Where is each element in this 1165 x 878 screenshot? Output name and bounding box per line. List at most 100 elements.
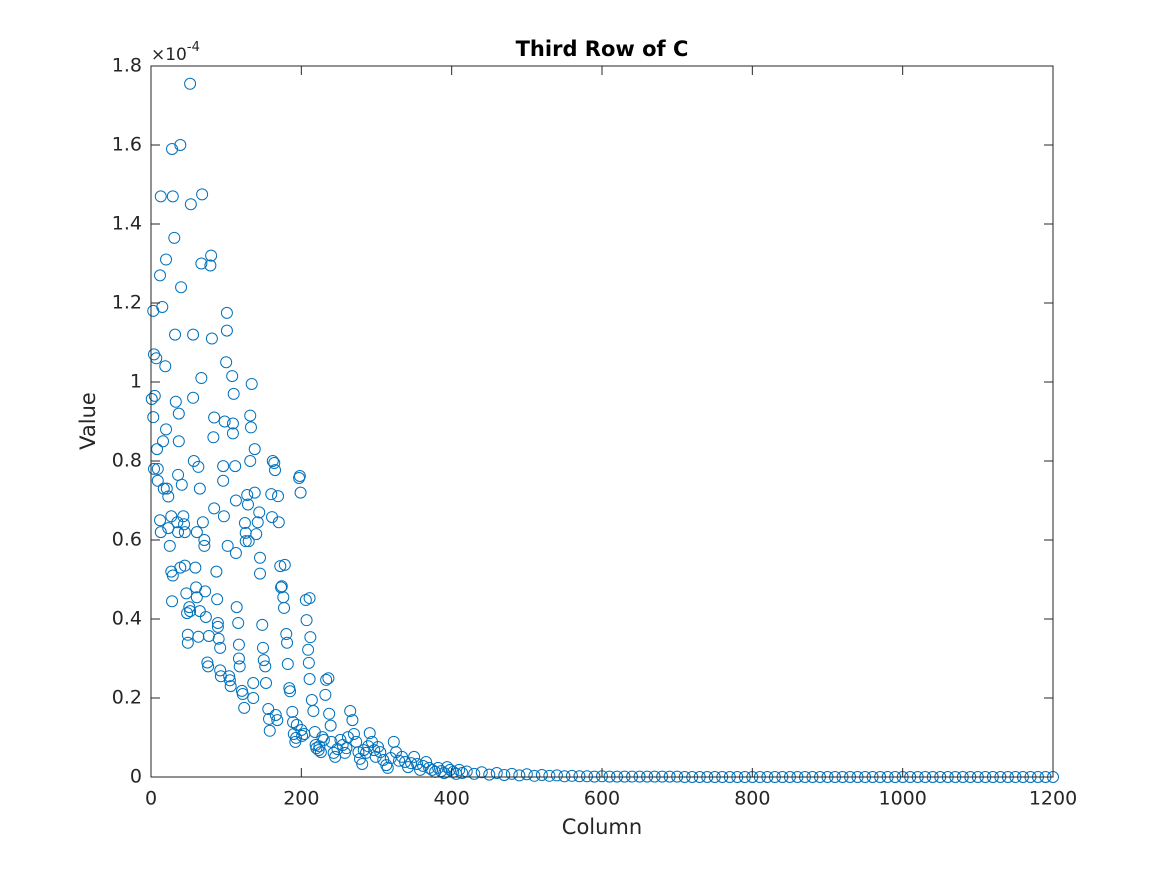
scatter-point bbox=[505, 767, 518, 780]
scatter-point bbox=[233, 660, 246, 673]
scatter-point bbox=[250, 528, 263, 541]
y-multiplier: ×10-4 bbox=[151, 40, 200, 66]
chart-title: Third Row of C bbox=[516, 37, 689, 61]
scatter-point bbox=[160, 253, 173, 266]
scatter-point bbox=[166, 569, 179, 582]
scatter-point bbox=[214, 641, 227, 654]
scatter-point bbox=[307, 705, 320, 718]
scatter-point bbox=[253, 506, 266, 519]
scatter-point bbox=[362, 740, 375, 753]
scatter-point bbox=[310, 742, 323, 755]
y-tick-label: 0.6 bbox=[112, 529, 142, 551]
scatter-point bbox=[220, 356, 233, 369]
scatter-point bbox=[411, 757, 424, 770]
x-axis-label: Column bbox=[562, 815, 642, 839]
scatter-point bbox=[175, 478, 188, 491]
scatter-point bbox=[414, 763, 427, 776]
scatter-point bbox=[402, 761, 415, 774]
scatter-point bbox=[344, 705, 357, 718]
scatter-point bbox=[226, 417, 239, 430]
x-tick-label: 800 bbox=[734, 788, 770, 810]
scatter-point bbox=[275, 581, 288, 594]
scatter-point bbox=[205, 249, 218, 262]
scatter-point bbox=[244, 409, 257, 422]
scatter-point bbox=[320, 673, 333, 686]
scatter-point bbox=[202, 660, 215, 673]
scatter-point bbox=[184, 198, 197, 211]
scatter-point bbox=[453, 763, 466, 776]
scatter-point bbox=[346, 714, 359, 727]
scatter-point bbox=[312, 744, 325, 757]
scatter-point bbox=[148, 462, 161, 475]
scatter-point bbox=[183, 601, 196, 614]
scatter-point bbox=[195, 257, 208, 270]
scatter-point bbox=[196, 188, 209, 201]
scatter-point bbox=[278, 558, 291, 571]
y-tick-label: 0 bbox=[130, 766, 142, 788]
scatter-point bbox=[154, 514, 167, 527]
scatter-point bbox=[159, 360, 172, 373]
scatter-point bbox=[580, 770, 593, 783]
scatter-point bbox=[214, 664, 227, 677]
scatter-point bbox=[265, 488, 278, 501]
scatter-point bbox=[211, 620, 224, 633]
scatter-point bbox=[278, 601, 291, 614]
x-tick-label: 0 bbox=[145, 788, 157, 810]
y-tick-label: 1.2 bbox=[112, 292, 142, 314]
scatter-point bbox=[221, 539, 234, 552]
scatter-point bbox=[372, 740, 385, 753]
scatter-point bbox=[468, 767, 481, 780]
y-tick-label: 1.8 bbox=[112, 55, 142, 77]
scatter-point bbox=[444, 763, 457, 776]
scatter-point bbox=[268, 456, 281, 469]
scatter-point bbox=[232, 652, 245, 665]
scatter-point bbox=[289, 735, 302, 748]
scatter-point bbox=[368, 744, 381, 757]
scatter-point bbox=[229, 547, 242, 560]
scatter-point bbox=[162, 490, 175, 503]
scatter-point bbox=[374, 746, 387, 759]
scatter-point bbox=[259, 660, 272, 673]
scatter-point bbox=[148, 389, 161, 402]
scatter-point bbox=[166, 595, 179, 608]
scatter-point bbox=[287, 716, 300, 729]
scatter-point bbox=[420, 755, 433, 768]
scatter-point bbox=[220, 324, 233, 337]
scatter-point bbox=[498, 769, 511, 782]
scatter-point bbox=[380, 759, 393, 772]
scatter-point bbox=[253, 551, 266, 564]
scatter-point bbox=[322, 672, 335, 685]
scatter-point bbox=[303, 673, 316, 686]
scatter-point bbox=[160, 423, 173, 436]
x-tick-label: 1200 bbox=[1029, 788, 1077, 810]
scatter-point bbox=[294, 486, 307, 499]
scatter-point bbox=[217, 460, 230, 473]
y-multiplier-exponent: -4 bbox=[187, 40, 200, 55]
scatter-point bbox=[302, 656, 315, 669]
scatter-point bbox=[565, 769, 578, 782]
scatter-point bbox=[178, 518, 191, 531]
scatter-point bbox=[438, 767, 451, 780]
scatter-point bbox=[204, 259, 217, 272]
scatter-point bbox=[314, 746, 327, 759]
scatter-point bbox=[356, 757, 369, 770]
scatter-point bbox=[189, 561, 202, 574]
y-axis-label: Value bbox=[76, 392, 100, 450]
scatter-point bbox=[223, 670, 236, 683]
scatter-point bbox=[543, 769, 556, 782]
scatter-point bbox=[210, 565, 223, 578]
y-tick-label: 1.6 bbox=[112, 134, 142, 156]
scatter-point bbox=[319, 688, 332, 701]
scatter-point bbox=[175, 281, 188, 294]
scatter-point bbox=[187, 328, 200, 341]
scatter-point bbox=[239, 535, 252, 548]
scatter-point bbox=[147, 411, 160, 424]
scatter-point bbox=[296, 729, 309, 742]
scatter-point bbox=[201, 656, 214, 669]
scatter-point bbox=[232, 638, 245, 651]
scatter-point bbox=[263, 724, 276, 737]
scatter-point bbox=[251, 516, 264, 529]
scatter-point bbox=[281, 636, 294, 649]
scatter-point bbox=[528, 769, 541, 782]
scatter-point bbox=[241, 498, 254, 511]
